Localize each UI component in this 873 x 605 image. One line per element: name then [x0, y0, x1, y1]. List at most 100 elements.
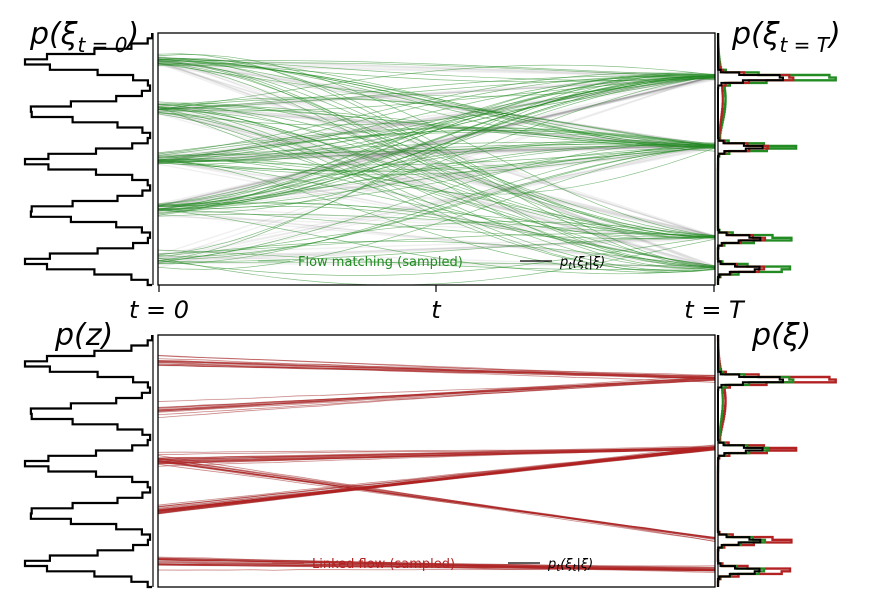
- conditional-path: [157, 59, 716, 148]
- top-left-marginal-label: p(ξt = 0): [29, 17, 139, 57]
- target-density-model: [716, 33, 837, 285]
- sampled-trajectory: [157, 98, 716, 147]
- conditional-path: [157, 143, 716, 262]
- sampled-trajectory: [157, 448, 716, 512]
- conditional-path: [157, 145, 716, 210]
- sampled-trajectory: [157, 379, 716, 408]
- sampled-trajectory: [157, 75, 716, 207]
- top-sampled-trajectories: [157, 53, 716, 286]
- sampled-trajectory: [157, 240, 716, 268]
- conditional-path: [157, 74, 716, 111]
- sampled-trajectory: [157, 131, 716, 159]
- conditional-path: [157, 62, 716, 268]
- sampled-trajectory: [157, 141, 716, 210]
- sampled-trajectory: [157, 147, 716, 260]
- top-right-marginal-label: p(ξt = T): [731, 17, 841, 57]
- sampled-trajectory: [157, 249, 716, 270]
- sampled-trajectory: [157, 64, 716, 110]
- conditional-path: [157, 58, 716, 77]
- sampled-trajectory: [157, 561, 716, 571]
- sampled-trajectory: [158, 445, 716, 460]
- conditional-path: [157, 208, 716, 270]
- top-right-marginal: [716, 33, 837, 285]
- sampled-trajectory: [157, 106, 716, 195]
- top-legend-label-analytic: pt(ξt|ξ): [559, 255, 605, 272]
- conditional-path: [157, 113, 716, 268]
- sampled-trajectory: [157, 562, 716, 572]
- sampled-trajectory: [157, 60, 716, 267]
- target-density-reference: [716, 33, 795, 285]
- conditional-path: [157, 111, 716, 238]
- sampled-trajectory: [157, 112, 716, 239]
- sampled-trajectory: [157, 360, 716, 376]
- conditional-path: [157, 75, 716, 113]
- sampled-trajectory: [157, 160, 716, 238]
- conditional-path: [157, 145, 716, 161]
- sampled-trajectory: [157, 103, 716, 269]
- conditional-path: [157, 105, 716, 270]
- source-density-histogram: [23, 33, 154, 287]
- conditional-path: [157, 236, 716, 264]
- conditional-path: [157, 147, 716, 260]
- sampled-trajectory: [157, 62, 716, 238]
- x-tick-label-t: t: [431, 296, 442, 324]
- conditional-path: [157, 57, 716, 80]
- sampled-trajectory: [157, 448, 716, 465]
- sampled-trajectory: [157, 141, 716, 158]
- sampled-trajectory: [157, 447, 716, 464]
- sampled-trajectory: [157, 139, 716, 206]
- conditional-path: [157, 143, 716, 265]
- sampled-trajectory: [157, 73, 716, 256]
- sampled-trajectory: [157, 157, 716, 273]
- conditional-path: [157, 75, 716, 208]
- sampled-trajectory: [157, 144, 716, 172]
- bottom-legend-label-analytic: pt(ξt|ξ): [547, 557, 593, 574]
- sampled-trajectory: [157, 160, 716, 239]
- target-density-reference: [716, 335, 795, 587]
- sampled-trajectory: [157, 377, 716, 412]
- bottom-left-marginal-label: p(z): [54, 318, 113, 353]
- conditional-path: [157, 215, 716, 238]
- bottom-left-marginal: [23, 335, 154, 589]
- sampled-trajectory: [157, 213, 716, 237]
- bottom-grey-trajectories: [157, 354, 716, 573]
- conditional-path: [157, 63, 716, 77]
- sampled-trajectory: [157, 208, 716, 275]
- sampled-trajectory: [157, 104, 716, 148]
- sampled-trajectory: [157, 76, 716, 213]
- sampled-trajectory: [157, 145, 716, 210]
- target-density-analytic: [717, 335, 784, 587]
- target-density-model: [716, 335, 837, 587]
- sampled-trajectory: [157, 355, 716, 378]
- x-tick-label-tT: t = T: [684, 296, 746, 324]
- conditional-path: [157, 79, 716, 205]
- conditional-path: [157, 75, 716, 208]
- sampled-trajectory: [157, 364, 716, 378]
- sampled-trajectory: [157, 58, 716, 147]
- top-left-marginal: [23, 33, 154, 287]
- sampled-trajectory: [157, 147, 716, 210]
- sampled-trajectory: [157, 360, 716, 380]
- bottom-legend-label-model: Linked flow (sampled): [312, 557, 455, 572]
- sampled-trajectory: [157, 106, 716, 271]
- sampled-trajectory: [157, 444, 716, 515]
- sampled-trajectory: [157, 63, 716, 149]
- conditional-path: [157, 75, 716, 155]
- sampled-trajectory: [157, 106, 716, 239]
- sampled-trajectory: [157, 143, 716, 206]
- target-density-analytic: [717, 33, 784, 285]
- conditional-path: [157, 75, 716, 210]
- conditional-path: [157, 103, 716, 269]
- conditional-path: [157, 145, 716, 161]
- sampled-trajectory: [157, 62, 716, 238]
- bottom-right-marginal-label: p(ξ): [751, 318, 811, 353]
- sampled-trajectory: [157, 76, 716, 207]
- sampled-trajectory: [157, 261, 716, 267]
- x-axis-ticks: t = 0 t t = T: [129, 285, 746, 324]
- sampled-trajectory: [157, 101, 716, 237]
- conditional-path: [157, 76, 716, 207]
- conditional-path: [157, 77, 716, 207]
- conditional-path: [157, 213, 716, 267]
- sampled-trajectory: [157, 73, 716, 207]
- conditional-path: [157, 262, 716, 267]
